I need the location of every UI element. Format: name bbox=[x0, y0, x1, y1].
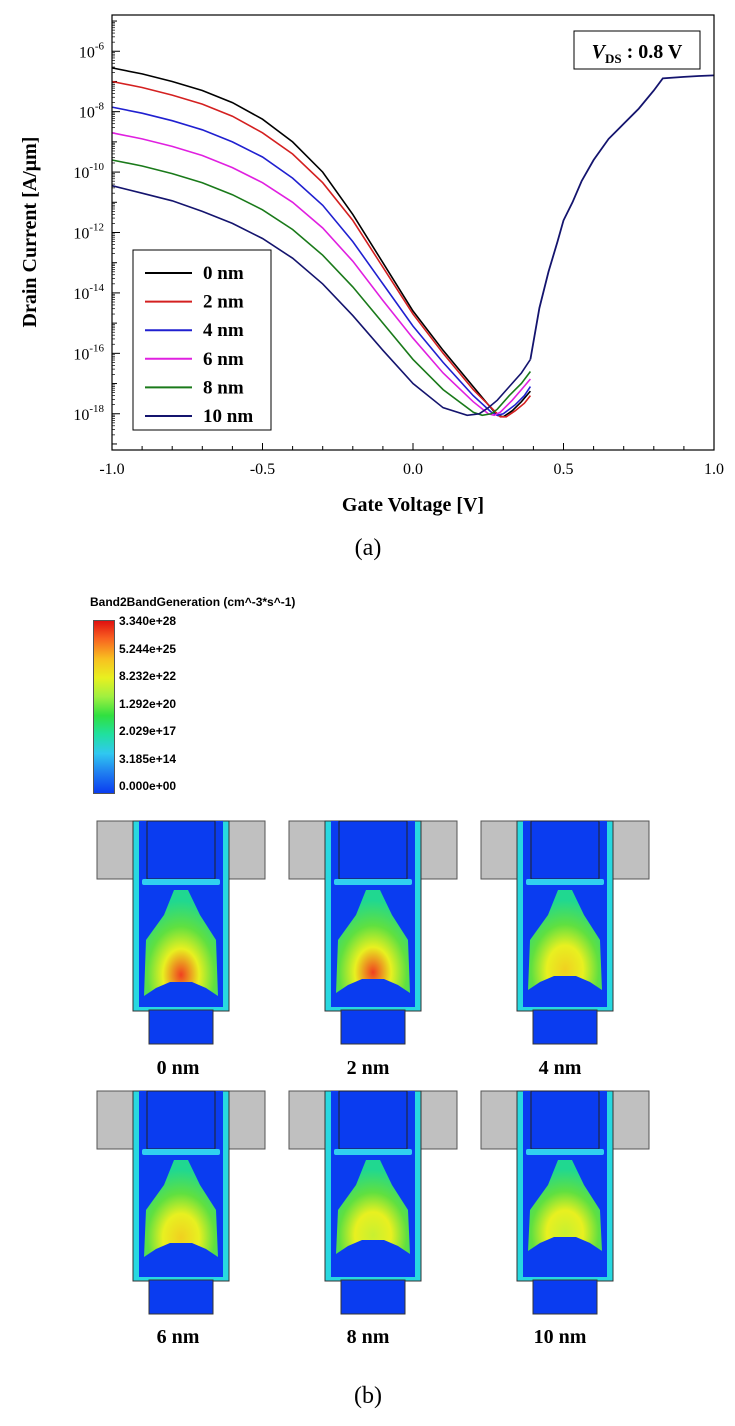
x-tick-label: 1.0 bbox=[704, 461, 724, 478]
legend-label: 4 nm bbox=[203, 320, 244, 341]
y-tick-label: 10-12 bbox=[73, 222, 104, 243]
x-tick-label: 0.5 bbox=[554, 461, 574, 478]
device-label-8nm: 8 nm bbox=[346, 1326, 390, 1348]
legend-label: 8 nm bbox=[203, 377, 244, 398]
device-label-0nm: 0 nm bbox=[156, 1057, 200, 1079]
y-axis-label: Drain Current [A/μm] bbox=[19, 137, 41, 328]
colorbar: Band2BandGeneration (cm^-3*s^-1) 3.340e+… bbox=[90, 595, 350, 805]
series-line-10nm bbox=[111, 184, 532, 417]
y-tick-label: 10-18 bbox=[73, 403, 104, 424]
series-line-8nm bbox=[111, 159, 532, 417]
x-tick-label: -0.5 bbox=[250, 461, 275, 478]
colorbar-gradient bbox=[93, 620, 115, 794]
device-cross-section-4nm bbox=[480, 820, 650, 1045]
device-label-4nm: 4 nm bbox=[538, 1057, 582, 1079]
device-label-6nm: 6 nm bbox=[156, 1326, 200, 1348]
series-line-2nm bbox=[111, 80, 532, 418]
legend-label: 10 nm bbox=[203, 406, 253, 427]
vds-var: V bbox=[592, 41, 607, 63]
plot-frame bbox=[111, 14, 715, 451]
colorbar-title: Band2BandGeneration (cm^-3*s^-1) bbox=[90, 595, 296, 609]
series-line-on-branch bbox=[529, 74, 715, 360]
colorbar-label: 5.244e+25 bbox=[119, 642, 177, 656]
colorbar-label: 2.029e+17 bbox=[119, 724, 177, 738]
svg-text:VDS : 0.8 V: VDS : 0.8 V bbox=[592, 41, 683, 66]
vds-value: : 0.8 V bbox=[622, 41, 683, 63]
colorbar-label: 8.232e+22 bbox=[119, 669, 177, 683]
y-tick-label: 10-14 bbox=[73, 282, 104, 303]
legend: 0 nm 2 nm 4 nm 6 nm 8 nm 10 nm bbox=[132, 249, 272, 431]
device-label-10nm: 10 nm bbox=[533, 1326, 587, 1348]
y-tick-label: 10-8 bbox=[79, 101, 105, 122]
colorbar-label: 0.000e+00 bbox=[119, 779, 177, 793]
drain-current-chart: -1.0 -0.5 0.0 0.5 1.0 10-6 10-8 10-10 10-12 10-14… bbox=[19, 14, 724, 516]
series-line-4nm bbox=[111, 106, 532, 417]
colorbar-label: 3.185e+14 bbox=[119, 752, 177, 766]
device-cross-section-2nm bbox=[288, 820, 458, 1045]
series-line-6nm bbox=[111, 132, 532, 417]
legend-label: 0 nm bbox=[203, 263, 244, 284]
device-label-2nm: 2 nm bbox=[346, 1057, 390, 1079]
vds-annotation: VDS : 0.8 V bbox=[573, 30, 701, 70]
device-cross-section-0nm bbox=[96, 820, 266, 1045]
x-axis-label: Gate Voltage [V] bbox=[342, 494, 484, 516]
colorbar-label: 3.340e+28 bbox=[119, 614, 177, 628]
legend-label: 2 nm bbox=[203, 292, 244, 313]
legend-label: 6 nm bbox=[203, 349, 244, 370]
y-tick-label: 10-6 bbox=[79, 40, 105, 61]
device-cross-section-6nm bbox=[96, 1090, 266, 1315]
y-tick-label: 10-10 bbox=[73, 161, 104, 182]
device-cross-section-10nm bbox=[480, 1090, 650, 1315]
colorbar-label: 1.292e+20 bbox=[119, 697, 177, 711]
vds-sub: DS bbox=[605, 51, 622, 66]
x-tick-label: -1.0 bbox=[99, 461, 124, 478]
legend-box bbox=[132, 249, 272, 431]
device-cross-section-8nm bbox=[288, 1090, 458, 1315]
caption-a: (a) bbox=[354, 535, 382, 561]
y-tick-label: 10-16 bbox=[73, 342, 104, 363]
caption-b: (b) bbox=[354, 1383, 382, 1409]
x-tick-label: 0.0 bbox=[403, 461, 423, 478]
